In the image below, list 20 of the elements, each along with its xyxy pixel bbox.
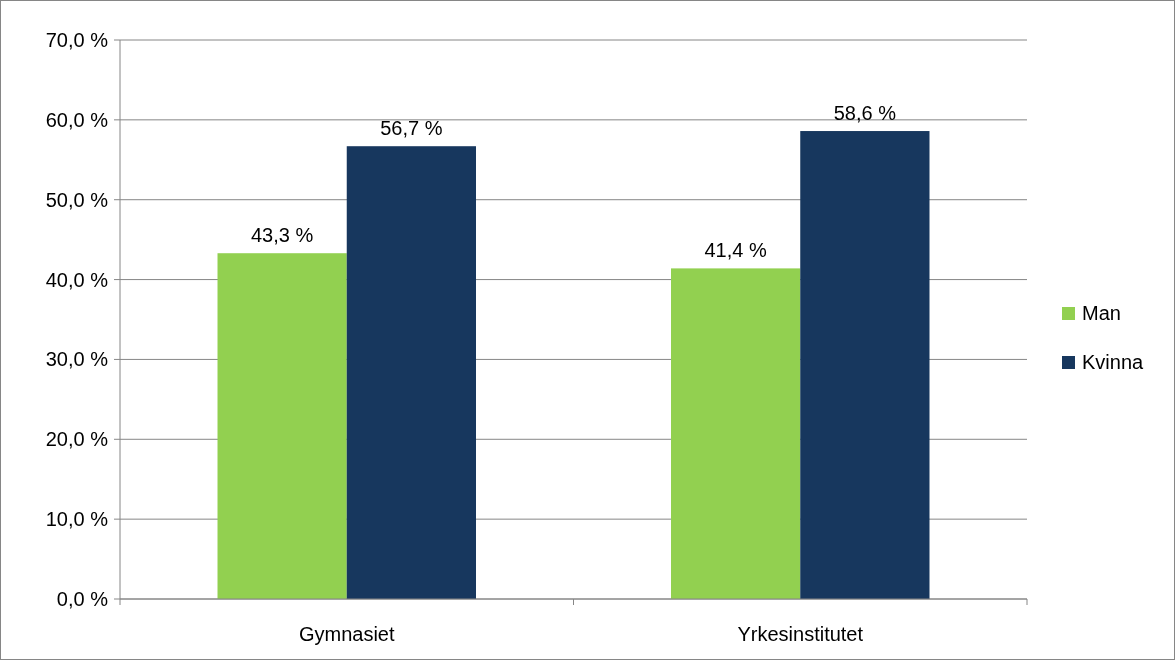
y-tick-label: 0,0 %	[56, 588, 109, 610]
data-label: 56,7 %	[380, 117, 443, 140]
data-label: 41,4 %	[704, 239, 767, 262]
legend-label: Man	[1082, 302, 1121, 324]
x-tick-label: Yrkesinstitutet	[737, 623, 864, 645]
y-tick-label: 60,0 %	[45, 108, 109, 131]
x-tick-label: Gymnasiet	[298, 623, 395, 645]
bar	[671, 268, 801, 599]
bar	[217, 253, 347, 599]
y-tick-label: 20,0 %	[45, 428, 109, 451]
data-label: 58,6 %	[833, 102, 897, 125]
y-tick-label: 50,0 %	[45, 188, 109, 211]
y-tick-label: 40,0 %	[45, 268, 109, 291]
legend-label: Kvinna	[1082, 351, 1145, 373]
data-label: 43,3 %	[250, 224, 314, 247]
bar	[346, 146, 476, 599]
y-tick-label: 10,0 %	[45, 508, 109, 531]
y-tick-label: 30,0 %	[45, 348, 109, 371]
bar	[800, 131, 930, 599]
y-tick-label: 70,0 %	[45, 29, 109, 51]
